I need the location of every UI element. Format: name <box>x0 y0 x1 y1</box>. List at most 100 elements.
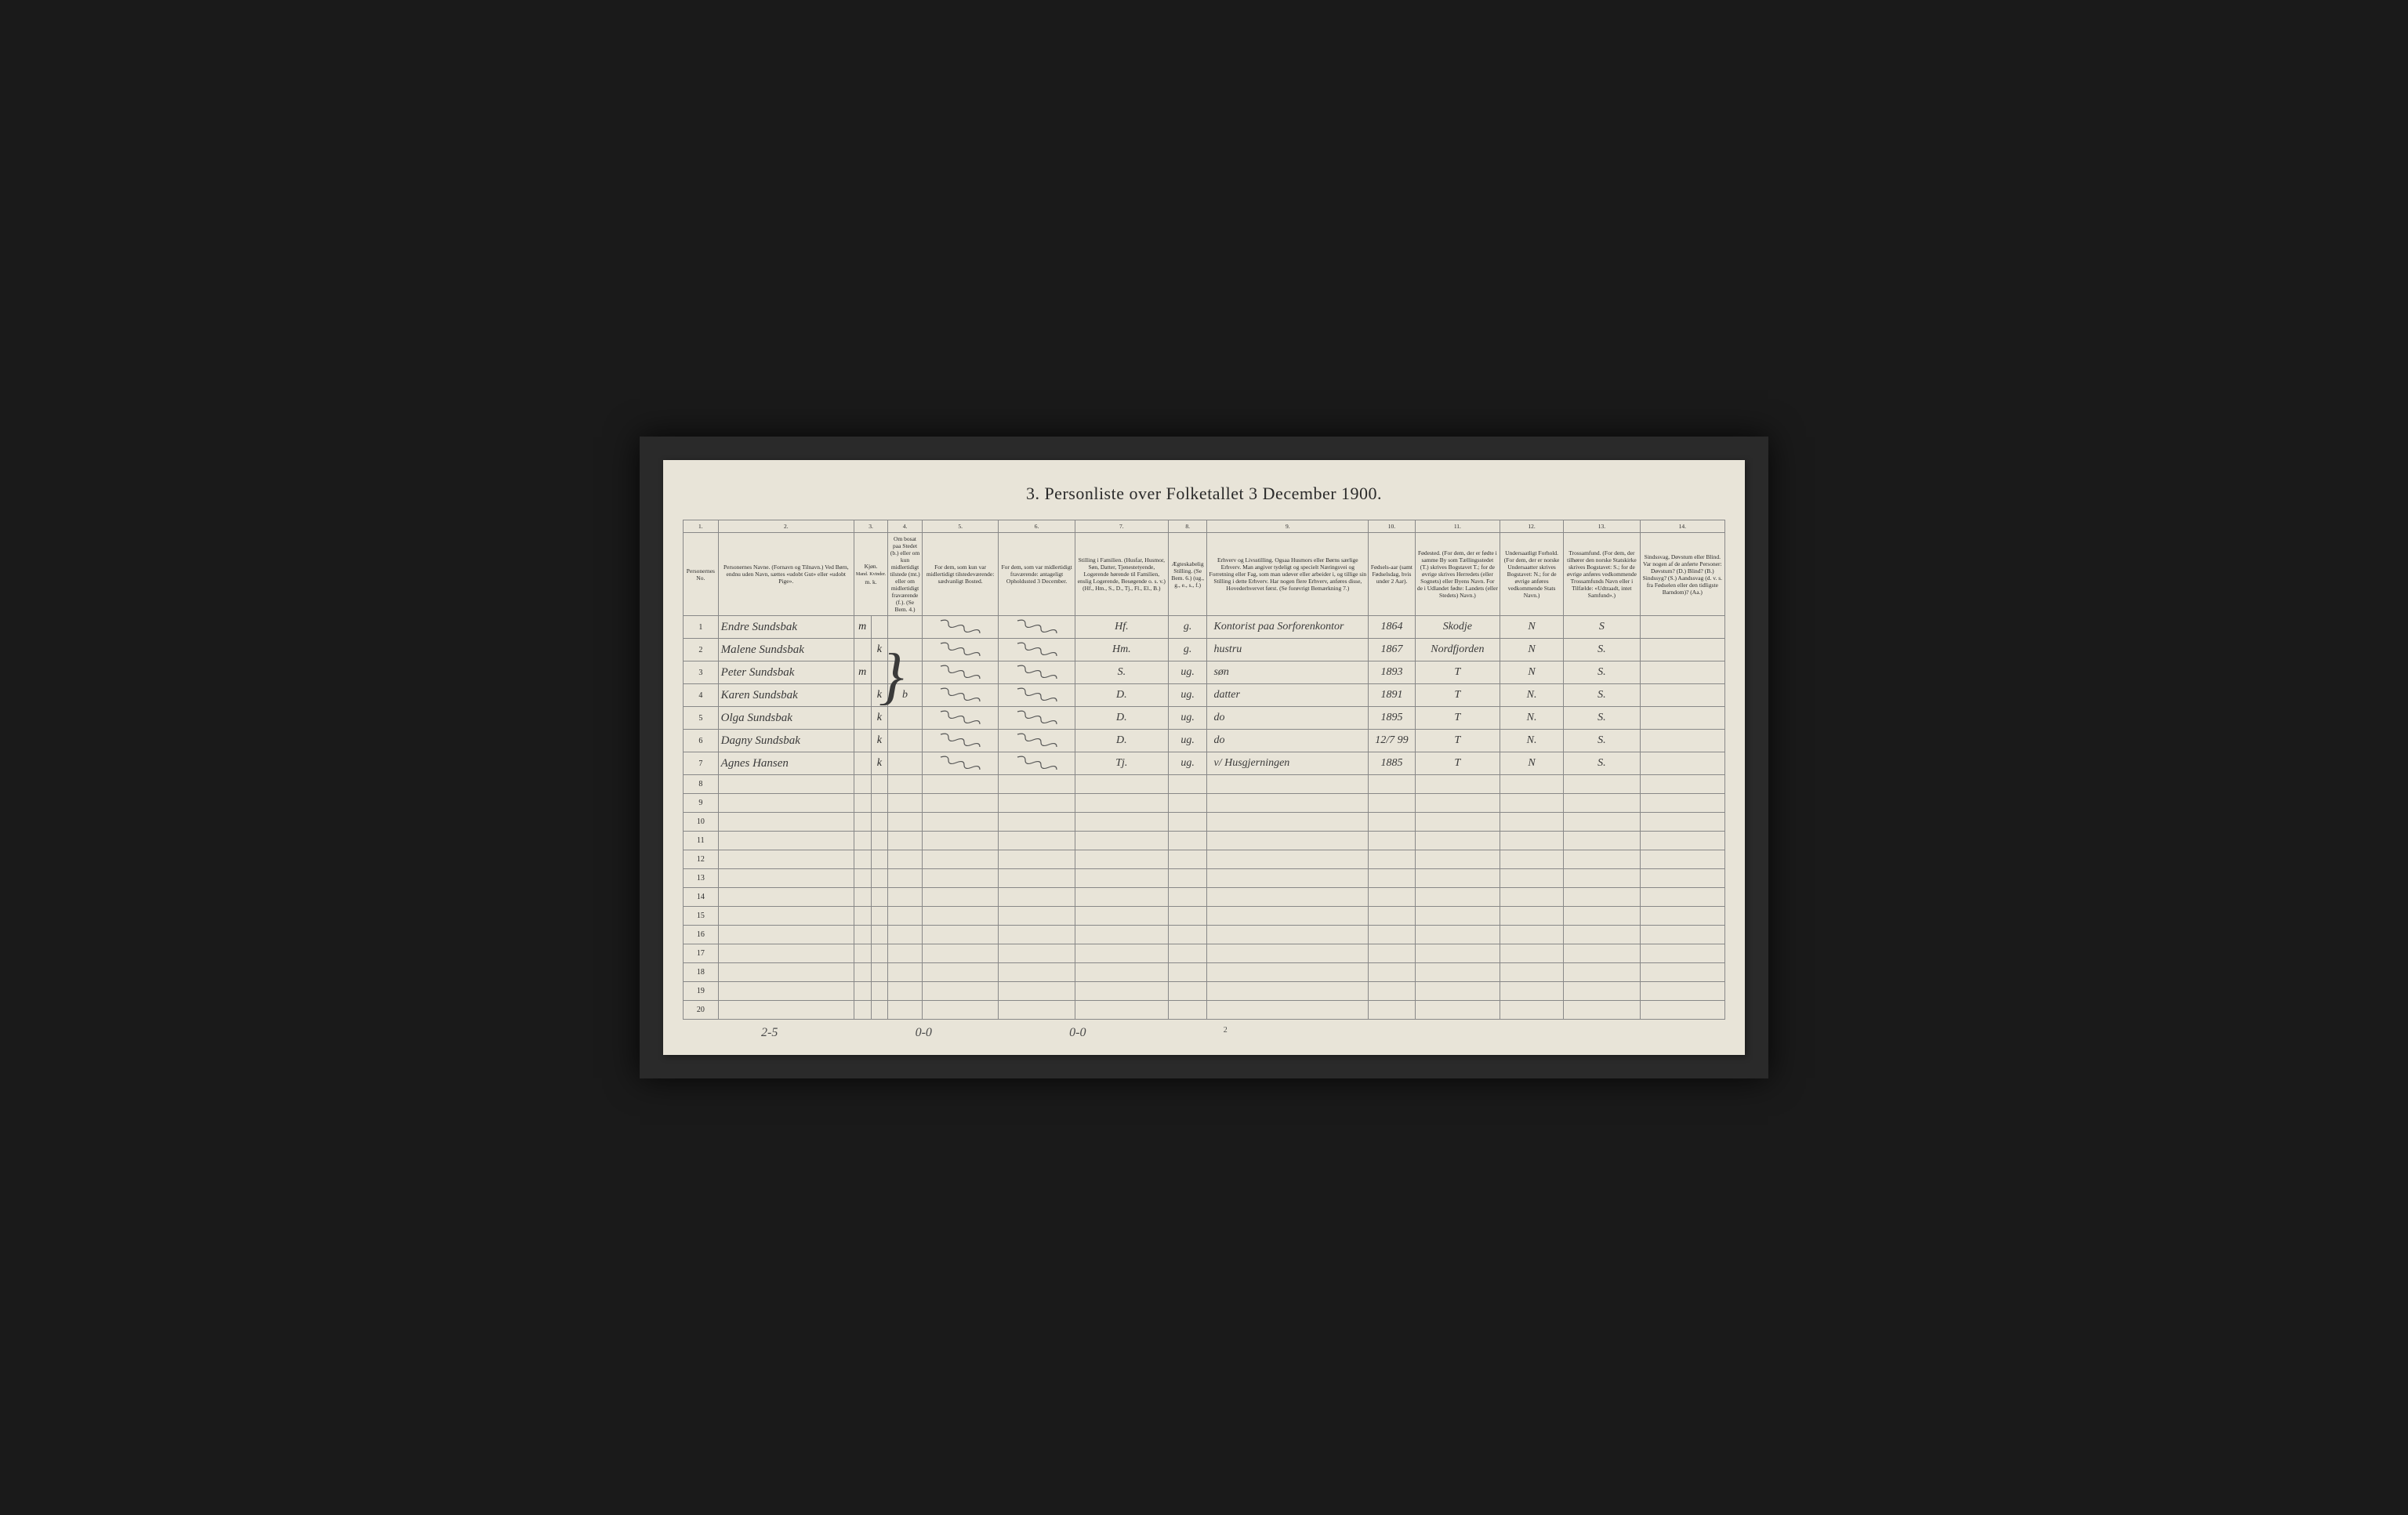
disability <box>1640 707 1724 730</box>
birth-year: 1891 <box>1369 684 1416 707</box>
family-position: Hf. <box>1075 616 1168 639</box>
row-number: 11 <box>684 832 719 850</box>
temp-location <box>999 730 1075 752</box>
sex-k: k <box>871 752 888 775</box>
religion: S. <box>1564 639 1640 661</box>
col-num-11: 11. <box>1415 520 1500 533</box>
temp-location <box>999 616 1075 639</box>
occupation: hustru <box>1207 639 1369 661</box>
sex-m: m <box>854 616 871 639</box>
footer-tally-2: 0-0 <box>916 1026 932 1040</box>
person-name: Olga Sundsbak <box>718 707 854 730</box>
header-col14: Sindssvag, Døvstum eller Blind. Var noge… <box>1640 533 1724 616</box>
birthplace: T <box>1415 661 1500 684</box>
residence-status <box>888 730 923 752</box>
document-title: 3. Personliste over Folketallet 3 Decemb… <box>683 484 1725 504</box>
religion: S. <box>1564 752 1640 775</box>
census-table: 1. 2. 3. 4. 5. 6. 7. 8. 9. 10. 11. 12. 1… <box>683 520 1725 1020</box>
col-num-4: 4. <box>888 520 923 533</box>
row-number: 16 <box>684 926 719 944</box>
nationality: N <box>1500 616 1564 639</box>
col-num-9: 9. <box>1207 520 1369 533</box>
usual-residence <box>922 730 998 752</box>
header-col11: Fødested. (For dem, der er fødte i samme… <box>1415 533 1500 616</box>
disability <box>1640 684 1724 707</box>
marital-status: ug. <box>1168 730 1207 752</box>
header-col2: Personernes Navne. (Fornavn og Tilnavn.)… <box>718 533 854 616</box>
col-num-2: 2. <box>718 520 854 533</box>
nationality: N <box>1500 752 1564 775</box>
row-number: 10 <box>684 813 719 832</box>
row-number: 17 <box>684 944 719 963</box>
row-number: 15 <box>684 907 719 926</box>
table-row-empty: 15 <box>684 907 1725 926</box>
residence-status <box>888 752 923 775</box>
header-col1: Personernes No. <box>684 533 719 616</box>
table-row-empty: 12 <box>684 850 1725 869</box>
temp-location <box>999 639 1075 661</box>
usual-residence <box>922 707 998 730</box>
table-row: 1 Endre Sundsbak m Hf. g. Kontorist paa … <box>684 616 1725 639</box>
family-position: Tj. <box>1075 752 1168 775</box>
col-num-12: 12. <box>1500 520 1564 533</box>
usual-residence <box>922 752 998 775</box>
table-row-empty: 9 <box>684 794 1725 813</box>
table-row: 2 Malene Sundsbak k Hm. g. hustru 1867 N… <box>684 639 1725 661</box>
table-row-empty: 17 <box>684 944 1725 963</box>
row-number: 13 <box>684 869 719 888</box>
nationality: N <box>1500 639 1564 661</box>
document-frame: 3. Personliste over Folketallet 3 Decemb… <box>640 437 1768 1078</box>
disability <box>1640 661 1724 684</box>
sex-m <box>854 684 871 707</box>
family-position: D. <box>1075 730 1168 752</box>
disability <box>1640 752 1724 775</box>
disability <box>1640 639 1724 661</box>
occupation: do <box>1207 730 1369 752</box>
family-position: S. <box>1075 661 1168 684</box>
birthplace: T <box>1415 684 1500 707</box>
birth-year: 1893 <box>1369 661 1416 684</box>
birthplace: Nordfjorden <box>1415 639 1500 661</box>
nationality: N. <box>1500 684 1564 707</box>
footer-tally-3: 0-0 <box>1069 1026 1086 1040</box>
birth-year: 1867 <box>1369 639 1416 661</box>
sex-m <box>854 752 871 775</box>
col-num-6: 6. <box>999 520 1075 533</box>
religion: S. <box>1564 707 1640 730</box>
row-number: 3 <box>684 661 719 684</box>
col-num-5: 5. <box>922 520 998 533</box>
temp-location <box>999 661 1075 684</box>
usual-residence <box>922 684 998 707</box>
person-name: Dagny Sundsbak <box>718 730 854 752</box>
sex-m <box>854 707 871 730</box>
occupation: Kontorist paa Sorforenkontor <box>1207 616 1369 639</box>
religion: S. <box>1564 661 1640 684</box>
birth-year: 1864 <box>1369 616 1416 639</box>
table-row-empty: 20 <box>684 1001 1725 1020</box>
marital-status: g. <box>1168 639 1207 661</box>
occupation: v/ Husgjerningen <box>1207 752 1369 775</box>
table-row-empty: 11 <box>684 832 1725 850</box>
family-position: D. <box>1075 684 1168 707</box>
nationality: N <box>1500 661 1564 684</box>
table-body: 1 Endre Sundsbak m Hf. g. Kontorist paa … <box>684 616 1725 1020</box>
birthplace: T <box>1415 730 1500 752</box>
header-col4: Om bosat paa Stedet (b.) eller om kun mi… <box>888 533 923 616</box>
row-number: 12 <box>684 850 719 869</box>
sex-m <box>854 639 871 661</box>
sex-m <box>854 730 871 752</box>
religion: S. <box>1564 730 1640 752</box>
header-col5: For dem, som kun var midlertidigt tilste… <box>922 533 998 616</box>
row-number: 7 <box>684 752 719 775</box>
temp-location <box>999 707 1075 730</box>
table-row: 4 Karen Sundsbak k }b D. ug. datter 1891… <box>684 684 1725 707</box>
nationality: N. <box>1500 707 1564 730</box>
page-number: 2 <box>1224 1026 1228 1040</box>
birthplace: Skodje <box>1415 616 1500 639</box>
birth-year: 1885 <box>1369 752 1416 775</box>
occupation: søn <box>1207 661 1369 684</box>
usual-residence <box>922 616 998 639</box>
col-num-8: 8. <box>1168 520 1207 533</box>
marital-status: ug. <box>1168 684 1207 707</box>
person-name: Endre Sundsbak <box>718 616 854 639</box>
